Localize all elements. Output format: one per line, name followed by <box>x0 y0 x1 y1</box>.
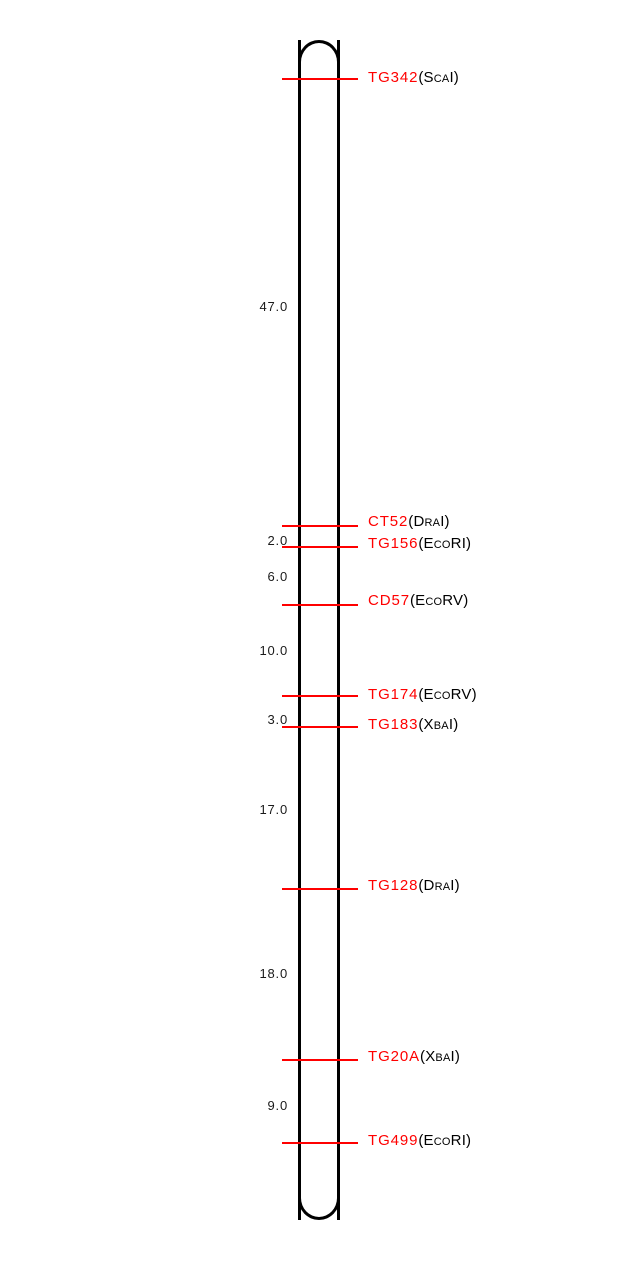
distance-label: 17.0 <box>259 802 288 817</box>
marker-name: TG20A <box>368 1048 421 1065</box>
distance-label: 10.0 <box>259 643 288 658</box>
marker-label: TG174(EcoRV) <box>368 687 477 703</box>
distance-label: 9.0 <box>267 1098 288 1113</box>
distance-label: 18.0 <box>259 966 288 981</box>
marker-label: TG342(ScaI) <box>368 70 459 86</box>
marker-tick <box>282 1142 358 1144</box>
marker-tick <box>282 604 358 606</box>
marker-label: TG183(XbaI) <box>368 717 458 733</box>
marker-tick <box>282 525 358 527</box>
marker-tick <box>282 726 358 728</box>
marker-tick <box>282 1059 358 1061</box>
chromosome-cap-bottom <box>298 1176 340 1220</box>
chromosome-bar <box>298 40 340 1220</box>
marker-enzyme: (EcoRI) <box>418 1132 472 1149</box>
marker-name: TG128 <box>368 877 419 894</box>
marker-enzyme: (EcoRV) <box>409 592 469 609</box>
chromosome-cap-top <box>298 40 340 84</box>
marker-label: TG20A(XbaI) <box>368 1049 460 1065</box>
marker-enzyme: (DraI) <box>408 513 450 530</box>
marker-name: CD57 <box>368 592 410 609</box>
marker-enzyme: (EcoRI) <box>418 535 472 552</box>
marker-name: CT52 <box>368 513 409 530</box>
marker-enzyme: (ScaI) <box>418 69 460 86</box>
marker-name: TG499 <box>368 1132 419 1149</box>
marker-enzyme: (XbaI) <box>420 1048 461 1065</box>
distance-label: 2.0 <box>267 533 288 548</box>
marker-label: TG156(EcoRI) <box>368 536 471 552</box>
marker-tick <box>282 78 358 80</box>
marker-enzyme: (EcoRV) <box>418 686 477 703</box>
marker-tick <box>282 546 358 548</box>
marker-enzyme: (DraI) <box>418 877 460 894</box>
distance-label: 3.0 <box>267 712 288 727</box>
marker-enzyme: (XbaI) <box>418 716 459 733</box>
marker-label: TG128(DraI) <box>368 878 460 894</box>
marker-name: TG342 <box>368 69 419 86</box>
marker-name: TG156 <box>368 535 419 552</box>
marker-name: TG183 <box>368 716 419 733</box>
marker-tick <box>282 695 358 697</box>
marker-tick <box>282 888 358 890</box>
marker-label: CD57(EcoRV) <box>368 593 468 609</box>
distance-label: 6.0 <box>267 569 288 584</box>
marker-label: TG499(EcoRI) <box>368 1133 471 1149</box>
marker-label: CT52(DraI) <box>368 514 450 530</box>
marker-name: TG174 <box>368 686 419 703</box>
distance-label: 47.0 <box>259 299 288 314</box>
